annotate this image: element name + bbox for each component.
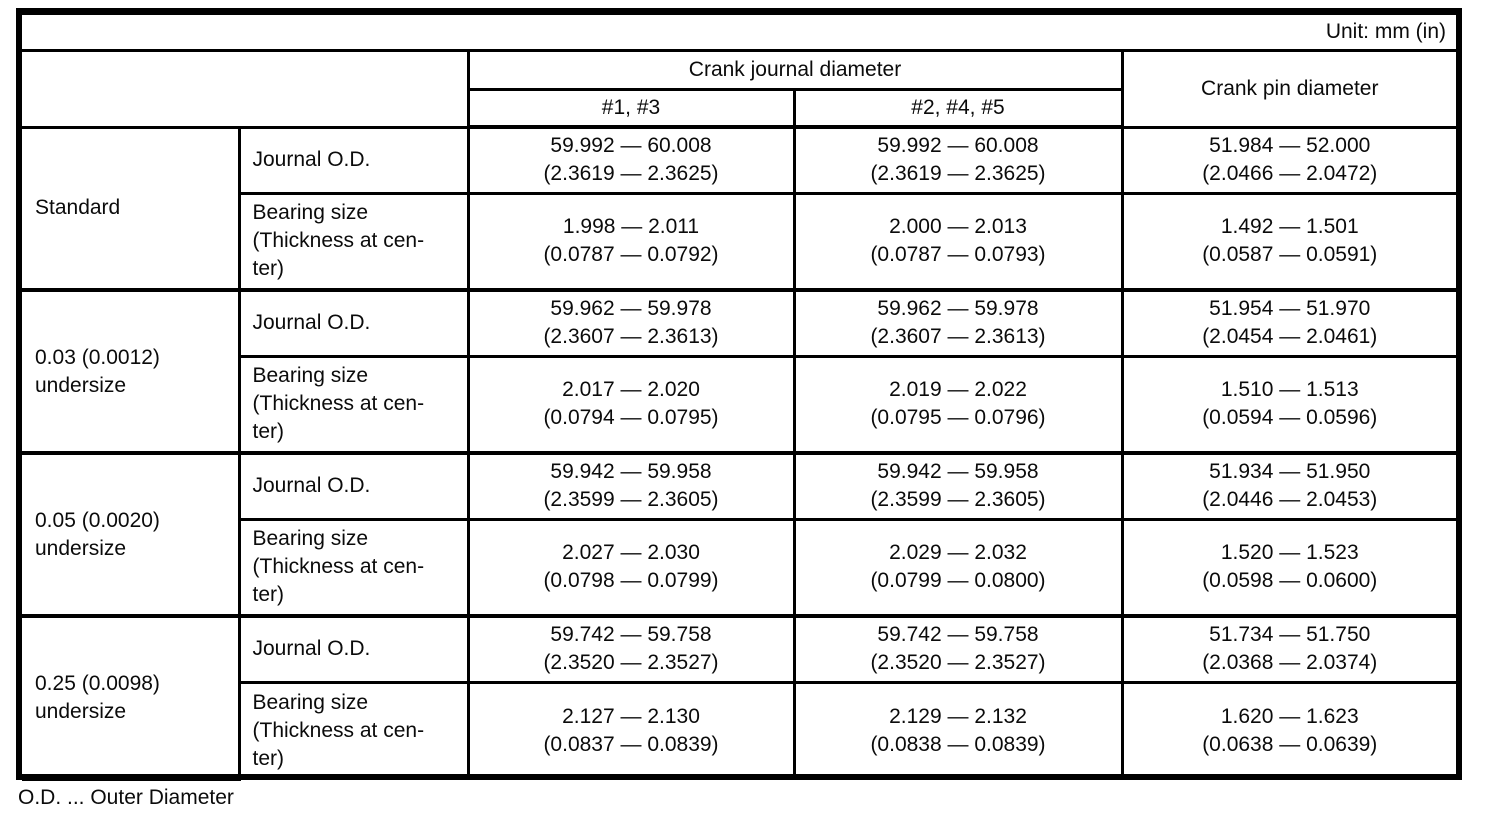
spec-cell: 51.954 — 51.970 (2.0454 — 2.0461) (1120, 288, 1456, 358)
row-label-journal-od: Journal O.D. (237, 127, 470, 195)
spec-cell: 1.620 — 1.623 (0.0638 — 0.0639) (1120, 680, 1456, 779)
row-label-journal-od: Journal O.D. (237, 288, 470, 358)
spec-cell: 59.962 — 59.978 (2.3607 — 2.3613) (792, 288, 1124, 358)
row-label-bearing-size: Bearing size (Thickness at cen- ter) (239, 191, 470, 292)
table-row: 0.03 (0.0012) undersize Journal O.D. 59.… (22, 288, 1456, 455)
crankshaft-spec-table: Crank journal diameter Crank pin diamete… (22, 52, 1456, 781)
spec-cell: 1.998 — 2.011 (0.0787 — 0.0792) (466, 191, 796, 292)
row-label-bearing-size: Bearing size (Thickness at cen- ter) (239, 517, 470, 618)
spec-cell: 1.510 — 1.513 (0.0594 — 0.0596) (1120, 354, 1456, 455)
row-label-bearing-size: Bearing size (Thickness at cen- ter) (239, 680, 470, 779)
od-footnote: O.D. ... Outer Diameter (18, 786, 234, 809)
table-row: 0.05 (0.0020) undersize Journal O.D. 59.… (22, 451, 1456, 618)
spec-cell: 59.962 — 59.978 (2.3607 — 2.3613) (466, 288, 796, 358)
crankshaft-spec-table-frame: Unit: mm (in) Crank journal diameter Cra… (16, 8, 1462, 781)
spec-cell: 2.127 — 2.130 (0.0837 — 0.0839) (466, 680, 796, 779)
spec-cell: 59.992 — 60.008 (2.3619 — 2.3625) (792, 127, 1124, 195)
table-header: Crank journal diameter Crank pin diamete… (22, 52, 1456, 129)
table-row: Standard Journal O.D. 59.992 — 60.008 (2… (22, 127, 1456, 292)
spec-cell: 2.129 — 2.132 (0.0838 — 0.0839) (792, 680, 1124, 779)
table-row: Bearing size (Thickness at cen- ter) 1.9… (22, 191, 1456, 292)
group-label-025-undersize: 0.25 (0.0098) undersize (22, 614, 241, 781)
header-crank-pin-diameter: Crank pin diameter (1120, 52, 1456, 129)
spec-cell: 59.942 — 59.958 (2.3599 — 2.3605) (466, 451, 796, 521)
header-crank-journal-diameter: Crank journal diameter (466, 52, 1124, 91)
group-label-standard: Standard (22, 127, 241, 292)
spec-cell: 1.492 — 1.501 (0.0587 — 0.0591) (1120, 191, 1456, 292)
spec-cell: 51.984 — 52.000 (2.0466 — 2.0472) (1120, 127, 1456, 195)
table-row: 0.25 (0.0098) undersize Journal O.D. 59.… (22, 614, 1456, 781)
spec-cell: 2.017 — 2.020 (0.0794 — 0.0795) (466, 354, 796, 455)
spec-cell: 1.520 — 1.523 (0.0598 — 0.0600) (1120, 517, 1456, 618)
spec-cell: 2.027 — 2.030 (0.0798 — 0.0799) (466, 517, 796, 618)
spec-cell: 2.019 — 2.022 (0.0795 — 0.0796) (792, 354, 1124, 455)
row-label-journal-od: Journal O.D. (237, 451, 470, 521)
table-row: Bearing size (Thickness at cen- ter) 2.1… (22, 680, 1456, 779)
spec-cell: 59.942 — 59.958 (2.3599 — 2.3605) (792, 451, 1124, 521)
subheader-journal-2-4-5: #2, #4, #5 (792, 87, 1122, 129)
group-label-003-undersize: 0.03 (0.0012) undersize (22, 288, 241, 455)
header-corner-empty (22, 52, 470, 129)
unit-label: Unit: mm (in) (1325, 20, 1446, 43)
spec-cell: 59.742 — 59.758 (2.3520 — 2.3527) (466, 614, 796, 684)
unit-row: Unit: mm (in) (22, 15, 1456, 52)
spec-cell: 59.992 — 60.008 (2.3619 — 2.3625) (466, 127, 796, 195)
spec-cell: 2.029 — 2.032 (0.0799 — 0.0800) (792, 517, 1124, 618)
subheader-journal-1-3: #1, #3 (468, 87, 796, 129)
row-label-bearing-size: Bearing size (Thickness at cen- ter) (239, 354, 470, 455)
spec-cell: 51.934 — 51.950 (2.0446 — 2.0453) (1120, 451, 1456, 521)
table-row: Bearing size (Thickness at cen- ter) 2.0… (22, 517, 1456, 618)
table-body: Standard Journal O.D. 59.992 — 60.008 (2… (22, 127, 1456, 781)
row-label-journal-od: Journal O.D. (237, 614, 470, 684)
group-label-005-undersize: 0.05 (0.0020) undersize (22, 451, 241, 618)
spec-cell: 51.734 — 51.750 (2.0368 — 2.0374) (1120, 614, 1456, 684)
spec-cell: 2.000 — 2.013 (0.0787 — 0.0793) (792, 191, 1124, 292)
spec-cell: 59.742 — 59.758 (2.3520 — 2.3527) (792, 614, 1124, 684)
table-row: Bearing size (Thickness at cen- ter) 2.0… (22, 354, 1456, 455)
